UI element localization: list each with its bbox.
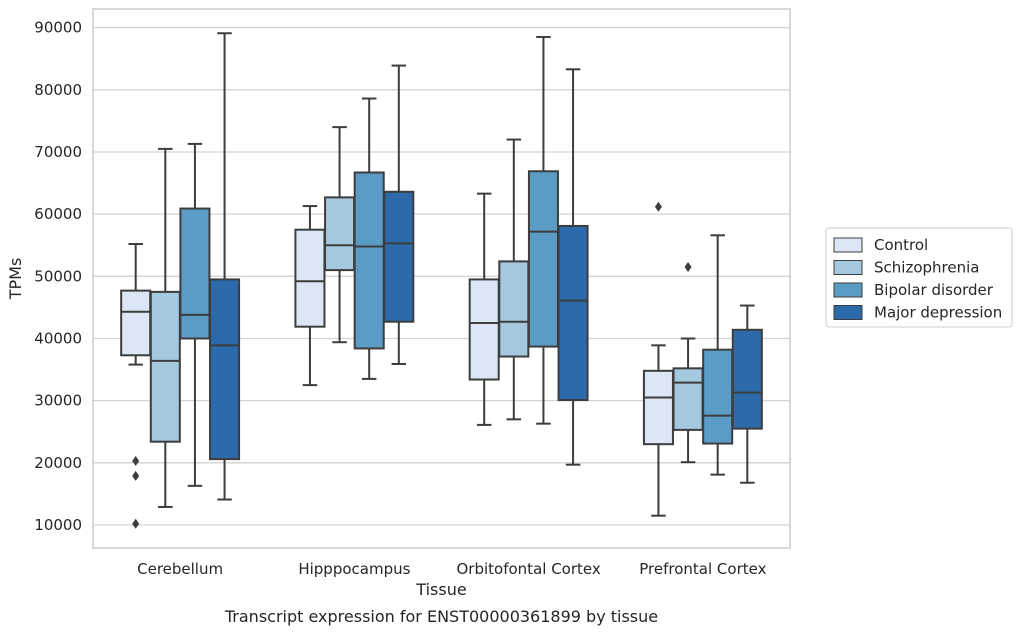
box-plot bbox=[672, 261, 704, 464]
y-tick-label: 10000 bbox=[34, 516, 82, 534]
x-tick-labels: Cerebellum Hipppocampus Orbitofontal Corte… bbox=[137, 560, 766, 578]
x-tick-label: Prefrontal Cortex bbox=[639, 560, 766, 578]
outlier-point bbox=[684, 261, 692, 272]
y-tick-label: 90000 bbox=[34, 19, 82, 37]
y-tick-label: 50000 bbox=[34, 267, 82, 285]
y-tick-label: 30000 bbox=[34, 392, 82, 410]
box-plot bbox=[179, 142, 211, 487]
x-tick-label: Cerebellum bbox=[137, 560, 223, 578]
box-iqr bbox=[642, 369, 674, 446]
box-iqr bbox=[557, 224, 589, 402]
legend-label: Major depression bbox=[874, 304, 1002, 322]
legend-swatch bbox=[833, 305, 863, 320]
outlier-point bbox=[132, 470, 140, 481]
legend-swatch bbox=[833, 282, 863, 298]
legend-frame bbox=[825, 227, 1013, 328]
box-iqr bbox=[294, 228, 326, 328]
legend-label: Bipolar disorder bbox=[874, 281, 994, 299]
y-tick-label: 20000 bbox=[34, 454, 82, 472]
box-iqr bbox=[209, 278, 241, 461]
y-tick-label: 70000 bbox=[34, 143, 82, 161]
box-iqr bbox=[498, 260, 530, 358]
plot-frame bbox=[92, 8, 791, 549]
box-plot bbox=[731, 304, 763, 484]
box-plot bbox=[353, 97, 385, 380]
box-iqr bbox=[731, 328, 763, 430]
box-iqr bbox=[702, 348, 734, 445]
y-tick-labels: 10000 20000 30000 40000 50000 60000 70000 80000… bbox=[34, 19, 82, 534]
box-iqr bbox=[120, 289, 152, 357]
box-plot bbox=[324, 126, 356, 344]
box-iqr bbox=[324, 196, 356, 272]
outlier-point bbox=[132, 518, 140, 529]
y-tick-label: 60000 bbox=[34, 205, 82, 223]
x-tick-label: Hipppocampus bbox=[298, 560, 410, 578]
box-iqr bbox=[179, 207, 211, 340]
legend-label: Schizophrenia bbox=[874, 259, 979, 277]
legend-swatch bbox=[833, 237, 863, 253]
outlier-point bbox=[132, 455, 140, 466]
box-plot bbox=[702, 234, 734, 476]
box-iqr bbox=[527, 170, 559, 348]
box-plot bbox=[294, 205, 326, 387]
outlier-point bbox=[654, 201, 662, 212]
legend: Control Schizophrenia Bipolar disorder Majo… bbox=[825, 227, 1013, 328]
legend-swatch bbox=[833, 260, 863, 275]
box-iqr bbox=[353, 171, 385, 350]
y-tick-label: 80000 bbox=[34, 81, 82, 99]
box-iqr bbox=[149, 290, 181, 443]
chart-caption: Transcript expression for ENST0000036189… bbox=[224, 607, 658, 626]
box-plot bbox=[468, 192, 500, 426]
x-axis-label: Tissue bbox=[415, 580, 466, 599]
box-plot bbox=[120, 242, 152, 529]
box-iqr bbox=[383, 190, 415, 323]
box-plot bbox=[149, 147, 181, 508]
box-plot bbox=[642, 201, 674, 517]
box-plot bbox=[498, 138, 530, 421]
box-iqr bbox=[672, 367, 704, 431]
box-plot bbox=[557, 68, 589, 466]
y-axis-label: TPMs bbox=[6, 258, 25, 301]
y-tick-label: 40000 bbox=[34, 329, 82, 347]
legend-label: Control bbox=[874, 236, 928, 254]
box-plot bbox=[527, 35, 559, 425]
box-plot bbox=[209, 32, 241, 501]
x-tick-label: Orbitofontal Cortex bbox=[457, 560, 601, 578]
box-iqr bbox=[468, 278, 500, 381]
box-layer bbox=[120, 32, 763, 529]
box-plot bbox=[383, 64, 415, 365]
